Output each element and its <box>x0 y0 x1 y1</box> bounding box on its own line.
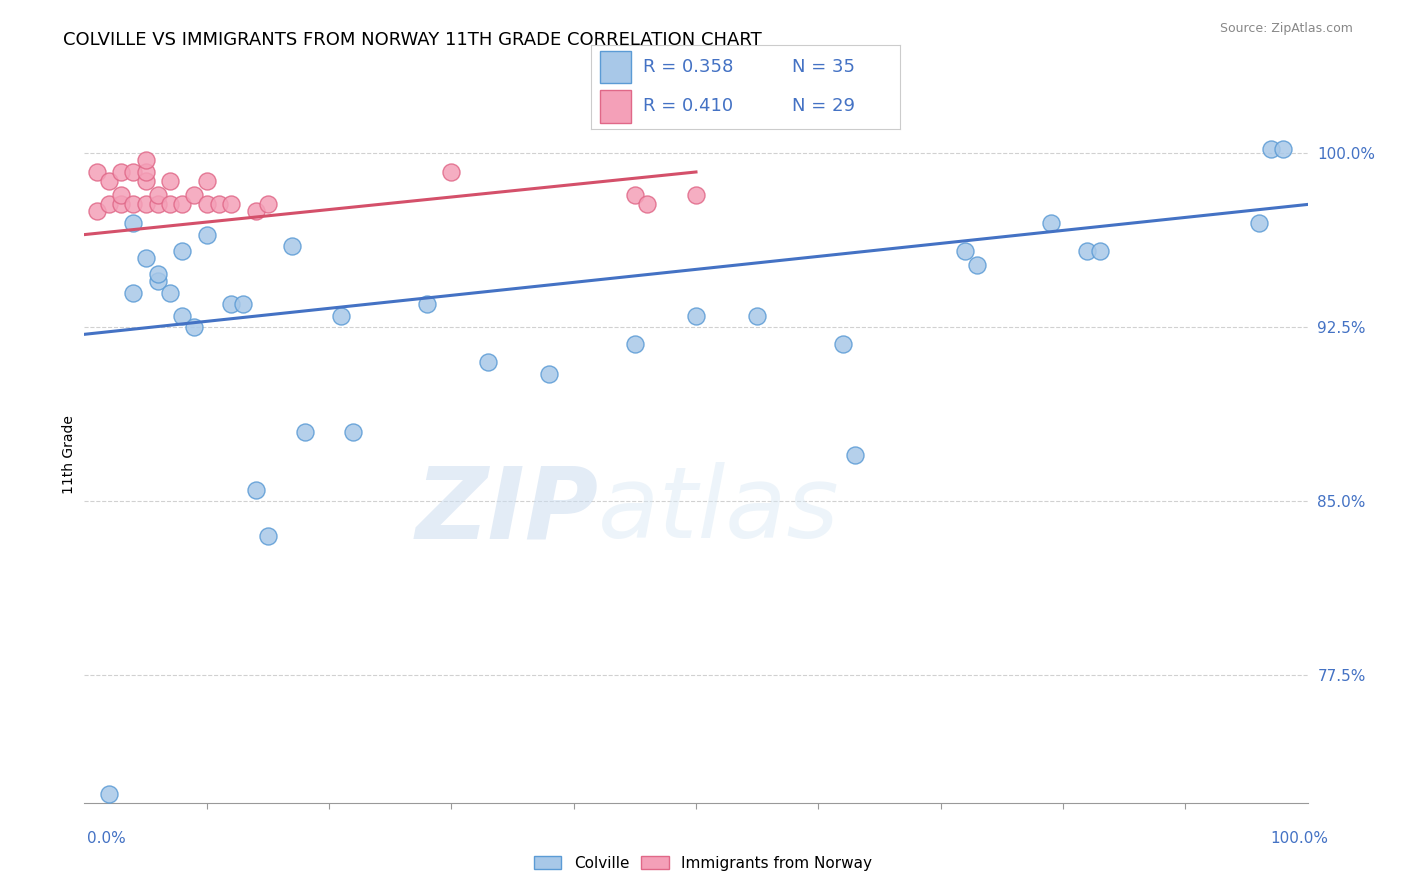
Point <box>477 355 499 369</box>
Point <box>159 174 181 188</box>
Text: N = 29: N = 29 <box>792 97 855 115</box>
Point <box>172 244 194 258</box>
Text: atlas: atlas <box>598 462 839 559</box>
Text: N = 35: N = 35 <box>792 59 855 77</box>
Point <box>1039 216 1062 230</box>
Point <box>281 239 304 253</box>
Text: Source: ZipAtlas.com: Source: ZipAtlas.com <box>1219 22 1353 36</box>
Point <box>257 529 280 543</box>
Point <box>110 188 132 202</box>
Point <box>1076 244 1098 258</box>
Point <box>330 309 353 323</box>
Point <box>232 297 254 311</box>
Point <box>146 188 169 202</box>
Point <box>183 320 205 334</box>
Point <box>685 309 707 323</box>
Point <box>122 285 145 300</box>
Point <box>172 309 194 323</box>
Point <box>624 188 647 202</box>
Legend: Colville, Immigrants from Norway: Colville, Immigrants from Norway <box>529 851 877 875</box>
Point <box>245 204 267 219</box>
Point <box>110 197 132 211</box>
Point <box>135 153 157 168</box>
Point <box>219 197 242 211</box>
Point <box>219 297 242 311</box>
Point <box>953 244 976 258</box>
Point <box>966 258 988 272</box>
Text: 0.0%: 0.0% <box>87 831 127 846</box>
Point <box>1260 142 1282 156</box>
Text: R = 0.410: R = 0.410 <box>643 97 734 115</box>
Point <box>146 197 169 211</box>
Text: ZIP: ZIP <box>415 462 598 559</box>
Point <box>747 309 769 323</box>
Point <box>257 197 280 211</box>
Point <box>831 336 853 351</box>
Text: COLVILLE VS IMMIGRANTS FROM NORWAY 11TH GRADE CORRELATION CHART: COLVILLE VS IMMIGRANTS FROM NORWAY 11TH … <box>63 31 762 49</box>
Point <box>86 165 108 179</box>
Point <box>440 165 463 179</box>
Point <box>97 197 120 211</box>
Point <box>208 197 231 211</box>
FancyBboxPatch shape <box>600 51 631 83</box>
Text: 100.0%: 100.0% <box>1271 831 1329 846</box>
FancyBboxPatch shape <box>600 90 631 122</box>
Point <box>636 197 658 211</box>
Y-axis label: 11th Grade: 11th Grade <box>62 416 76 494</box>
Point <box>294 425 316 439</box>
Point <box>195 227 218 242</box>
Point <box>159 285 181 300</box>
Point <box>135 165 157 179</box>
Point <box>86 204 108 219</box>
Point <box>146 267 169 281</box>
Point <box>97 174 120 188</box>
Point <box>159 197 181 211</box>
Point <box>122 197 145 211</box>
Point <box>1088 244 1111 258</box>
Point <box>624 336 647 351</box>
Point <box>146 274 169 288</box>
Point <box>245 483 267 497</box>
Text: R = 0.358: R = 0.358 <box>643 59 734 77</box>
Point <box>1247 216 1270 230</box>
Point <box>1272 142 1295 156</box>
Point <box>342 425 364 439</box>
Point <box>195 174 218 188</box>
Point <box>122 216 145 230</box>
Point <box>416 297 439 311</box>
Point <box>183 188 205 202</box>
Point <box>844 448 866 462</box>
Point <box>172 197 194 211</box>
Point <box>97 787 120 801</box>
Point <box>110 165 132 179</box>
Point <box>135 174 157 188</box>
Point <box>122 165 145 179</box>
Point <box>135 251 157 265</box>
Point <box>135 197 157 211</box>
Point <box>195 197 218 211</box>
Point <box>685 188 707 202</box>
Point <box>538 367 561 381</box>
